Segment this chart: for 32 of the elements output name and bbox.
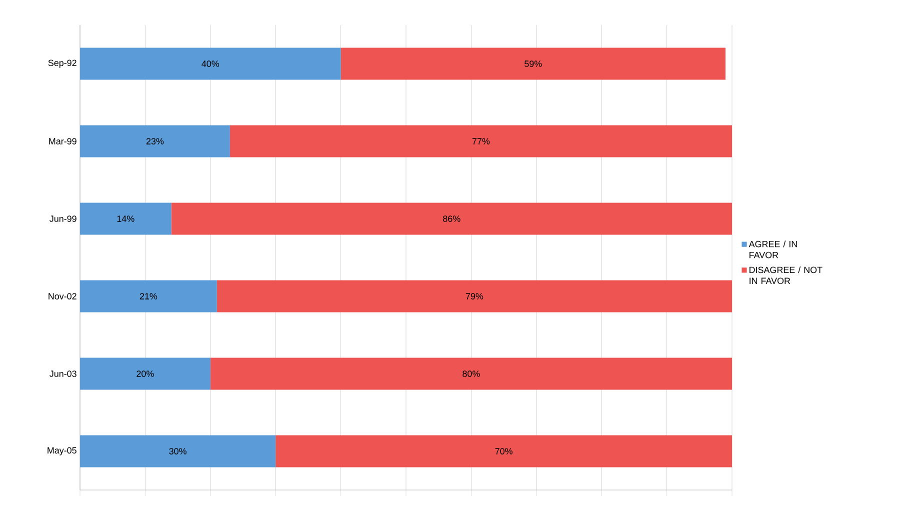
- y-tick-label: Jun-99: [50, 216, 76, 222]
- bar: [230, 125, 732, 158]
- bar: [340, 48, 726, 80]
- bar: [80, 358, 210, 390]
- bar: [80, 435, 276, 468]
- data-label: 59%: [524, 60, 542, 67]
- bar: [80, 202, 172, 235]
- bar: [216, 280, 732, 312]
- data-label: 20%: [136, 370, 154, 377]
- y-tick-label: May-05: [48, 447, 76, 456]
- data-label: 14%: [117, 216, 134, 222]
- y-tick-label: Sep-92: [48, 60, 76, 68]
- data-label: 23%: [146, 138, 164, 144]
- data-label: 40%: [202, 60, 220, 67]
- y-tick-label: Nov-02: [48, 293, 76, 300]
- legend-label: AGREE / IN FAVOR: [748, 240, 797, 258]
- data-label: 86%: [443, 216, 460, 222]
- data-label: 77%: [472, 138, 490, 144]
- y-tick-label: Mar-99: [49, 138, 76, 144]
- bar: [171, 202, 732, 235]
- bar: [80, 48, 341, 80]
- data-label: 30%: [169, 448, 186, 454]
- bar: [80, 280, 217, 312]
- bar: [210, 358, 732, 390]
- data-label: 70%: [495, 448, 512, 454]
- data-label: 21%: [140, 293, 158, 300]
- legend-label: DISAGREE / NOT IN FAVOR: [750, 266, 822, 284]
- bar: [276, 435, 732, 468]
- bar: [80, 125, 230, 158]
- data-label: 80%: [462, 370, 480, 377]
- data-label: 79%: [466, 293, 484, 300]
- y-tick-label: Jun-03: [50, 370, 76, 377]
